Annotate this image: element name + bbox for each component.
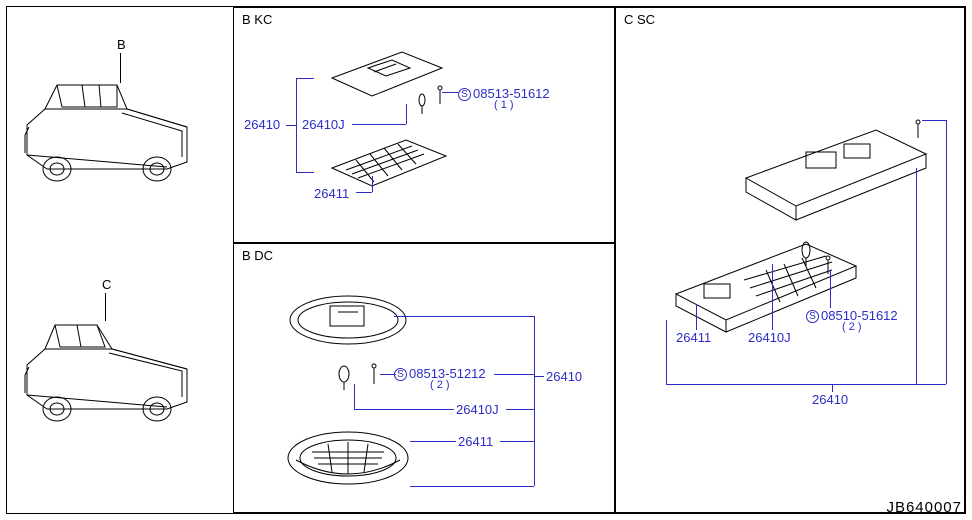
- panel-b-kc: B KC: [233, 7, 615, 243]
- bracket-bkc-26410-bot: [296, 172, 314, 173]
- bracket-bdc-26410-v: [534, 316, 535, 486]
- panel-label-bkc: B KC: [242, 12, 272, 27]
- s-mark-icon-3: S: [806, 310, 819, 323]
- diagram-frame: B C B KC: [6, 6, 966, 514]
- label-bkc-26410j: 26410J: [302, 117, 345, 132]
- leader-bdc-26411-l: [410, 441, 456, 442]
- callout-b-leader: [120, 53, 121, 83]
- s-mark-icon-2: S: [394, 368, 407, 381]
- label-bdc-26410: 26410: [546, 369, 582, 384]
- leader-bkc-26411: [356, 192, 372, 193]
- bracket-bkc-26410-v: [296, 78, 297, 172]
- leader-bkc-26410j-up: [406, 104, 407, 124]
- bracket-bdc-26410-stub: [534, 376, 544, 377]
- label-bkc-26410: 26410: [244, 117, 280, 132]
- leader-bdc-26411-r: [500, 441, 534, 442]
- panel-c-sc: C SC: [615, 7, 965, 513]
- label-bdc-26410j: 26410J: [456, 402, 499, 417]
- label-csc-26410: 26410: [812, 392, 848, 407]
- leader-csc-screw: [830, 270, 831, 308]
- label-csc-26411: 26411: [676, 330, 711, 345]
- leader-bkc-26410j: [352, 124, 406, 125]
- bracket-csc-v3: [946, 120, 947, 384]
- bracket-csc-v3h: [922, 120, 946, 121]
- label-bkc-26411: 26411: [314, 186, 349, 201]
- bracket-csc-stub: [832, 384, 833, 392]
- leader-bkc-26411-v: [372, 176, 373, 192]
- leader-bdc-screw-to-bracket: [494, 374, 534, 375]
- s-mark-icon: S: [458, 88, 471, 101]
- leader-csc-26411: [696, 304, 697, 330]
- panel-b-dc: B DC: [233, 243, 615, 513]
- bracket-bkc-26410-stub: [286, 125, 296, 126]
- bracket-bkc-26410-top: [296, 78, 314, 79]
- label-bdc-screw: S08513-51212 ( 2 ): [394, 366, 486, 391]
- leader-bdc-26410j-r: [506, 409, 534, 410]
- panel-label-csc: C SC: [624, 12, 655, 27]
- bracket-csc-v1: [666, 320, 667, 384]
- document-id: JB640007: [886, 499, 962, 516]
- label-bdc-26411: 26411: [458, 434, 493, 449]
- leader-bdc-bot: [410, 486, 534, 487]
- truck-sketch-crew-cab: [17, 67, 217, 197]
- leader-bkc-screw: [442, 92, 458, 93]
- label-csc-screw: S08510-51612 ( 2 ): [806, 308, 898, 333]
- callout-b: B: [117, 37, 126, 52]
- bracket-csc-v2: [916, 168, 917, 384]
- panel-label-bdc: B DC: [242, 248, 273, 263]
- leader-bdc-26410j-lv: [354, 384, 355, 409]
- label-bkc-screw: S08513-51612 ( 1 ): [458, 86, 550, 111]
- leader-bdc-top: [394, 316, 534, 317]
- label-csc-26410j: 26410J: [748, 330, 791, 345]
- truck-sketch-single-cab: [17, 307, 217, 437]
- leader-bdc-26410j-l: [354, 409, 454, 410]
- callout-c-leader: [105, 293, 106, 321]
- callout-c: C: [102, 277, 111, 292]
- leader-csc-26410j: [772, 264, 773, 330]
- bracket-csc-bot: [666, 384, 946, 385]
